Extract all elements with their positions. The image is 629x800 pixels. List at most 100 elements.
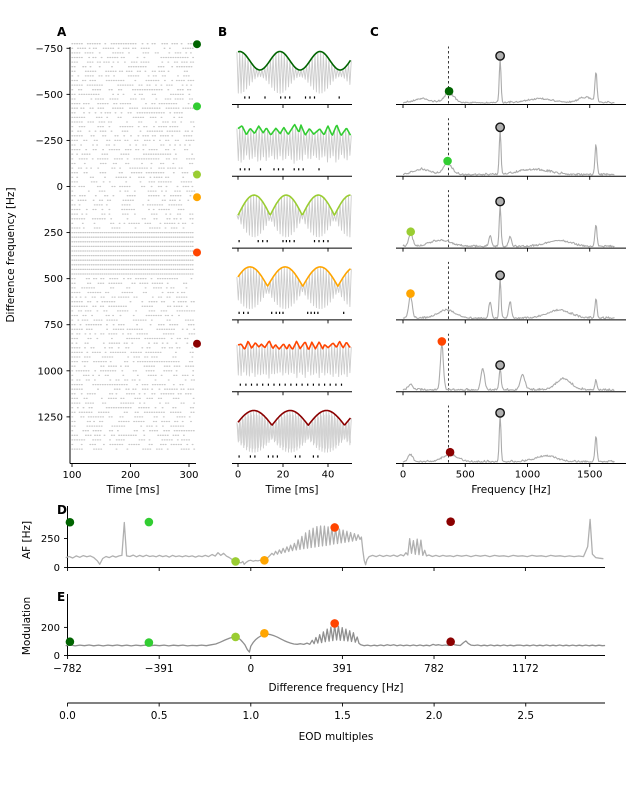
df-marker-orange <box>193 193 201 202</box>
x-tick-label: 0.5 <box>151 710 168 722</box>
envelope-darkgreen <box>237 50 352 71</box>
af-dot-darkgreen <box>65 517 75 527</box>
carrier-wave <box>237 414 352 449</box>
carrier-wave <box>236 194 352 238</box>
y-tick-label: 0 <box>54 651 60 662</box>
y-tick-label: 200 <box>41 623 60 634</box>
panel-b-row-darkgreen <box>232 50 352 108</box>
x-tick-label: 40 <box>322 470 335 481</box>
x-tick-label: −782 <box>53 663 82 675</box>
x-tick-label: 0 <box>247 663 254 675</box>
power-spectrum <box>402 204 615 248</box>
af-dot-darkred <box>446 517 455 526</box>
panel-e: E 0 200 −782 −391 0 391 782 1172 Modulation Differ… <box>21 590 606 694</box>
envelope-limegreen <box>237 123 352 136</box>
af-peak-dot-yellowgreen <box>406 227 416 237</box>
envelope-orange <box>237 266 351 287</box>
eod-peak-dot <box>495 122 506 133</box>
y-tick-label: 1250 <box>38 412 63 423</box>
x-tick-label: 0 <box>400 470 406 481</box>
x-tick-label: 1.0 <box>242 710 259 722</box>
af-peak-dot-orange <box>406 289 415 298</box>
panel-b-row-orangered <box>232 340 352 396</box>
x-tick-label: 0 <box>235 470 241 481</box>
y-tick-label: 500 <box>44 274 63 285</box>
envelope-orangered <box>237 340 351 350</box>
x-axis-label: Difference frequency [Hz] <box>268 682 403 694</box>
x-tick-label: 500 <box>456 470 475 481</box>
af-peak-dot-darkgreen <box>444 86 454 96</box>
df-marker-limegreen <box>193 102 201 111</box>
x-tick-label: 1500 <box>577 470 602 481</box>
panel-b: B Time [ms] <box>218 25 318 496</box>
eod-multiples-axis: 0.0 0.5 1.0 1.5 2.0 2.5 EOD multiples <box>59 702 605 743</box>
af-dot-orange <box>260 556 269 565</box>
x-tick-label: 1.5 <box>334 710 351 722</box>
x-axis-label: Time [ms] <box>106 484 160 496</box>
carrier-wave <box>236 124 352 164</box>
y-tick-label: 250 <box>44 228 63 239</box>
modulation-dot-orangered <box>330 619 339 628</box>
y-axis-label: AF [Hz] <box>21 521 33 559</box>
eod-peak-dot <box>495 407 506 418</box>
panel-c-row-darkred: 0 500 1000 1500 <box>396 405 626 481</box>
modulation-dot-darkred <box>446 637 455 647</box>
x-tick-label: 2.0 <box>426 710 443 722</box>
carrier-wave <box>236 340 352 379</box>
panel-b-row-darkred: 0 20 40 <box>232 409 352 481</box>
x-tick-label: 0.0 <box>59 710 76 722</box>
x-axis-label: EOD multiples <box>299 731 374 743</box>
af-trace <box>65 518 604 566</box>
panel-c-row-orangered <box>396 333 626 396</box>
y-tick-label: −750 <box>36 44 63 55</box>
x-tick-label: −391 <box>145 663 174 675</box>
modulation-dot-limegreen <box>144 638 154 647</box>
panel-c-row-darkgreen <box>396 46 626 108</box>
af-peak-dot-limegreen <box>443 156 452 166</box>
df-marker-orangered <box>193 248 201 257</box>
x-tick-label: 100 <box>62 470 81 481</box>
y-axis-label: Difference frequency [Hz] <box>5 187 17 322</box>
power-spectrum <box>402 129 615 176</box>
spike-raster <box>71 43 196 450</box>
x-axis-label: Frequency [Hz] <box>471 484 550 496</box>
x-tick-label: 300 <box>179 470 198 481</box>
eod-peak-dot <box>495 50 506 61</box>
envelope-yellowgreen <box>237 194 351 216</box>
panel-b-label: B <box>218 25 227 39</box>
panel-b-row-orange <box>232 266 352 324</box>
eod-peak-dot <box>495 196 506 207</box>
panel-c-row-limegreen <box>396 118 626 180</box>
envelope-darkred <box>237 409 352 426</box>
af-dot-orangered <box>330 523 339 532</box>
panel-b-row-yellowgreen <box>232 194 352 252</box>
eod-peak-dot <box>495 360 506 370</box>
modulation-dot-darkgreen <box>65 637 75 647</box>
af-dot-limegreen <box>144 517 154 527</box>
panel-c: C Frequency [Hz] <box>370 25 551 496</box>
carrier-wave <box>236 266 352 310</box>
x-tick-label: 1000 <box>515 470 540 481</box>
panel-b-row-limegreen <box>232 123 352 180</box>
af-dot-yellowgreen <box>231 557 240 566</box>
y-tick-label: −250 <box>36 136 63 147</box>
x-tick-label: 20 <box>277 470 290 481</box>
y-tick-label: 250 <box>41 534 60 545</box>
y-tick-label: −500 <box>36 90 63 101</box>
x-tick-label: 782 <box>424 663 444 675</box>
df-marker-darkgreen <box>193 40 201 49</box>
af-peak-dot-darkred <box>445 447 455 457</box>
eod-peak-dot <box>495 270 506 281</box>
modulation-dot-orange <box>260 629 269 638</box>
x-axis-label: Time [ms] <box>265 484 319 496</box>
x-tick-label: 200 <box>121 470 140 481</box>
y-tick-label: 0 <box>57 182 63 193</box>
carrier-wave <box>236 51 352 94</box>
power-spectrum <box>402 277 615 320</box>
panel-a: A −750 −500 −250 0 250 500 750 1000 1250 100 200 300… <box>5 25 201 496</box>
panel-c-label: C <box>370 25 379 39</box>
x-tick-label: 1172 <box>512 663 539 675</box>
y-tick-label: 750 <box>44 320 63 331</box>
